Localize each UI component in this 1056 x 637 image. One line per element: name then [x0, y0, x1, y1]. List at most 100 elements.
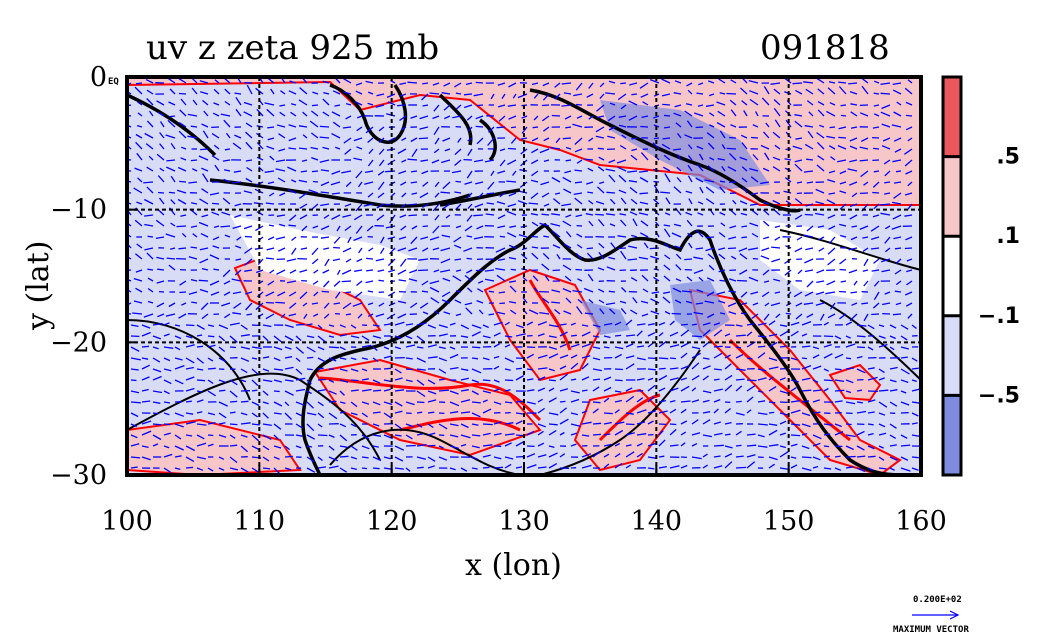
wind-vector	[911, 412, 919, 417]
wind-vector	[464, 225, 473, 232]
wind-vector	[145, 79, 154, 84]
wind-vector	[313, 291, 319, 297]
wind-vector	[593, 478, 601, 480]
wind-vector	[614, 453, 621, 458]
wind-vector	[653, 115, 660, 119]
wind-vector	[716, 122, 726, 128]
wind-vector	[900, 467, 911, 472]
wind-vector	[658, 399, 667, 403]
wind-vector	[493, 332, 501, 337]
wind-vector	[804, 291, 814, 297]
wind-vector	[170, 247, 176, 250]
wind-vector	[520, 137, 528, 140]
wind-vector	[750, 203, 759, 206]
wind-vector	[475, 269, 484, 272]
wind-vector	[264, 102, 275, 106]
wind-vector	[449, 467, 456, 471]
wind-vector	[311, 170, 319, 173]
wind-vector	[609, 198, 616, 205]
wind-vector	[577, 278, 583, 282]
wind-vector	[663, 154, 671, 161]
wind-vector	[422, 203, 429, 208]
wind-vector	[323, 91, 330, 95]
wind-vector	[687, 164, 693, 172]
wind-vector	[473, 159, 484, 163]
wind-vector	[471, 434, 481, 437]
wind-vector	[377, 192, 385, 199]
wind-vector	[353, 236, 363, 242]
wind-vector	[606, 213, 616, 216]
wind-vector	[783, 190, 792, 194]
wind-vector	[427, 324, 437, 329]
wind-vector	[332, 258, 341, 262]
wind-vector	[779, 390, 789, 395]
wind-vector	[427, 344, 437, 348]
wind-vector	[554, 93, 561, 100]
wind-vector	[449, 366, 459, 370]
wind-vector	[741, 177, 748, 183]
wind-vector	[592, 346, 601, 350]
wind-vector	[894, 269, 902, 275]
wind-vector	[394, 467, 404, 470]
wind-vector	[163, 379, 172, 385]
wind-vector	[650, 310, 660, 315]
wind-vector	[570, 378, 577, 381]
wind-vector	[432, 225, 440, 234]
wind-vector	[438, 368, 447, 374]
wind-vector	[244, 258, 253, 266]
wind-vector	[746, 379, 757, 382]
wind-vector	[269, 155, 275, 161]
wind-vector	[630, 309, 638, 315]
wind-vector	[306, 390, 312, 395]
wind-vector	[770, 82, 781, 85]
wind-vector	[323, 302, 330, 309]
wind-vector	[499, 235, 506, 238]
wind-vector	[188, 291, 198, 295]
wind-vector	[790, 387, 797, 392]
wind-vector	[488, 126, 495, 133]
wind-vector	[427, 432, 436, 436]
wind-vector	[334, 146, 341, 150]
wind-vector	[196, 379, 206, 382]
wind-vector	[719, 211, 726, 216]
wind-vector	[597, 147, 605, 150]
wind-vector	[164, 478, 170, 479]
wind-vector	[586, 252, 594, 260]
wind-vector	[232, 291, 242, 295]
wind-vector	[713, 421, 721, 425]
wind-vector	[892, 89, 902, 95]
wind-vector	[493, 365, 500, 370]
wind-vector	[438, 333, 448, 337]
wind-vector	[158, 197, 165, 205]
wind-vector	[192, 168, 198, 172]
wind-vector	[163, 423, 171, 426]
colorbar-label: .5	[996, 145, 1020, 170]
wind-vector	[824, 479, 832, 481]
wind-vector	[306, 323, 313, 326]
wind-vector	[372, 379, 381, 384]
wind-vector	[185, 344, 195, 348]
wind-vector	[649, 78, 660, 84]
wind-vector	[174, 379, 184, 385]
wind-vector	[467, 148, 473, 156]
wind-vector	[815, 201, 825, 205]
wind-vector	[895, 258, 902, 264]
wind-vector	[234, 92, 242, 95]
wind-vector	[427, 379, 436, 385]
wind-vector	[531, 82, 539, 86]
wind-vector	[174, 445, 184, 451]
wind-vector	[478, 309, 484, 315]
wind-vector	[222, 197, 231, 205]
wind-vector	[130, 379, 137, 382]
wind-vector	[699, 186, 704, 194]
wind-vector	[507, 203, 517, 208]
wind-vector	[746, 331, 753, 337]
wind-vector	[383, 401, 393, 406]
wind-vector	[240, 467, 249, 473]
wind-vector	[659, 488, 667, 490]
wind-vector	[839, 190, 847, 194]
wind-vector	[713, 408, 719, 414]
wind-vector	[707, 253, 715, 260]
wind-vector	[453, 236, 462, 243]
wind-vector	[476, 299, 484, 304]
